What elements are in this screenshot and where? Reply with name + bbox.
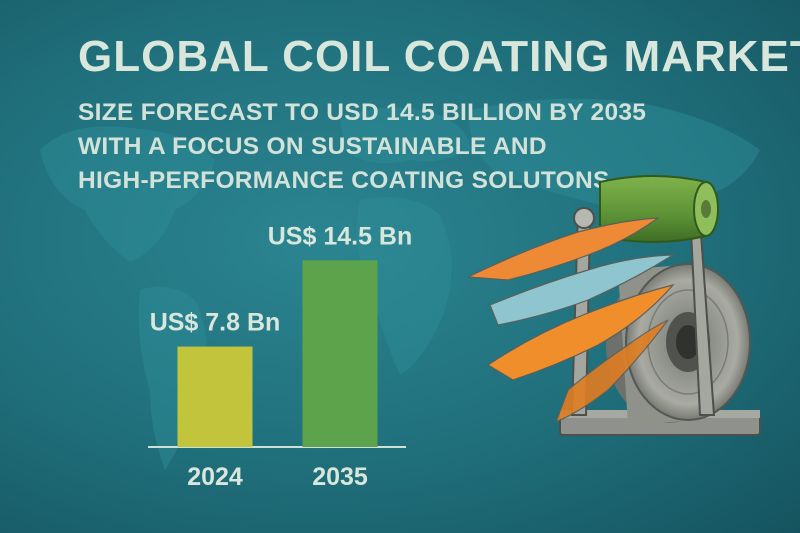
- page-title: GLOBAL COIL COATING MARKET: [78, 32, 800, 81]
- data-label-2035: US$ 14.5 Bn: [268, 222, 413, 250]
- coil-coating-machine-icon: [468, 175, 761, 436]
- subtitle-line: SIZE FORECAST TO USD 14.5 BILLION BY 203…: [78, 99, 647, 126]
- data-label-2024: US$ 7.8 Bn: [150, 309, 281, 337]
- coated-sheets: [468, 217, 676, 424]
- x-tick-label-2035: 2035: [312, 463, 368, 491]
- steel-coil: [606, 263, 751, 425]
- x-tick-label-2024: 2024: [187, 463, 243, 491]
- subtitle-line: HIGH-PERFORMANCE COATING SOLUTONS: [78, 167, 610, 194]
- bar-2035: [302, 260, 378, 447]
- bar-2024: [177, 346, 253, 447]
- subtitle: SIZE FORECAST TO USD 14.5 BILLION BY 203…: [78, 96, 646, 198]
- subtitle-line: WITH A FOCUS ON SUSTAINABLE AND: [78, 133, 547, 160]
